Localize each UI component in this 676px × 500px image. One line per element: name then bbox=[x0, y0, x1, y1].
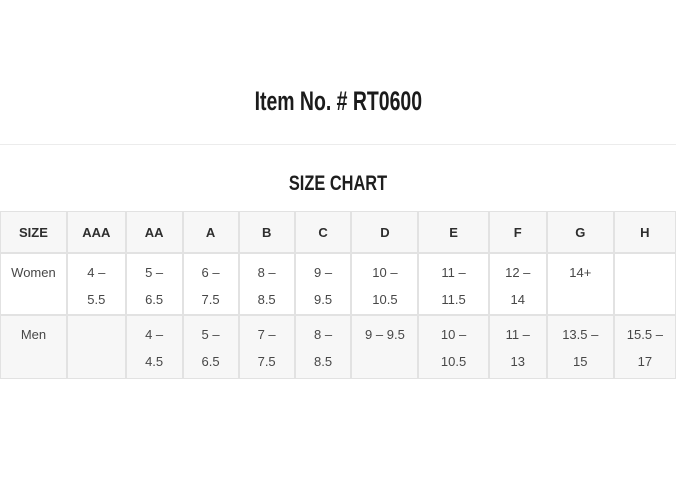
column-header-c: C bbox=[294, 211, 352, 253]
column-header-d: D bbox=[351, 211, 419, 253]
column-header-b: B bbox=[238, 211, 295, 253]
cell-women-b: 8 – 8.5 bbox=[238, 253, 295, 315]
cell-women-g: 14+ bbox=[546, 253, 614, 315]
column-header-f: F bbox=[488, 211, 547, 253]
cell-men-c: 8 – 8.5 bbox=[294, 315, 352, 379]
row-label-men: Men bbox=[0, 315, 67, 379]
column-header-aaa: AAA bbox=[66, 211, 126, 253]
column-header-aa: AA bbox=[125, 211, 183, 253]
table-row-women: Women 4 – 5.5 5 – 6.5 6 – 7.5 8 – 8.5 9 … bbox=[0, 253, 676, 315]
cell-women-aa: 5 – 6.5 bbox=[125, 253, 183, 315]
cell-women-aaa: 4 – 5.5 bbox=[66, 253, 126, 315]
column-header-a: A bbox=[182, 211, 239, 253]
size-chart-title-text: SIZE CHART bbox=[288, 172, 388, 195]
cell-men-aaa bbox=[66, 315, 126, 379]
cell-men-h: 15.5 – 17 bbox=[613, 315, 676, 379]
cell-women-a: 6 – 7.5 bbox=[182, 253, 239, 315]
item-number-text: Item No. # RT0600 bbox=[254, 86, 422, 116]
cell-men-b: 7 – 7.5 bbox=[238, 315, 295, 379]
cell-women-f: 12 – 14 bbox=[488, 253, 547, 315]
section-divider bbox=[0, 144, 676, 145]
cell-women-e: 11 – 11.5 bbox=[418, 253, 489, 315]
column-header-size: SIZE bbox=[0, 211, 67, 253]
cell-men-g: 13.5 – 15 bbox=[546, 315, 614, 379]
cell-women-d: 10 – 10.5 bbox=[351, 253, 419, 315]
cell-men-f: 11 – 13 bbox=[488, 315, 547, 379]
column-header-g: G bbox=[546, 211, 614, 253]
table-row-men: Men 4 – 4.5 5 – 6.5 7 – 7.5 8 – 8.5 9 – … bbox=[0, 315, 676, 379]
cell-women-h bbox=[613, 253, 676, 315]
item-number-title: Item No. # RT0600 bbox=[0, 0, 676, 115]
row-label-women: Women bbox=[0, 253, 67, 315]
cell-men-aa: 4 – 4.5 bbox=[125, 315, 183, 379]
cell-men-e: 10 – 10.5 bbox=[418, 315, 489, 379]
column-header-e: E bbox=[418, 211, 489, 253]
cell-men-d: 9 – 9.5 bbox=[351, 315, 419, 379]
size-chart-title: SIZE CHART bbox=[0, 173, 676, 194]
size-chart-table: SIZE AAA AA A B C D E F G H Women 4 – 5.… bbox=[0, 211, 676, 379]
cell-women-c: 9 – 9.5 bbox=[294, 253, 352, 315]
cell-men-a: 5 – 6.5 bbox=[182, 315, 239, 379]
column-header-h: H bbox=[613, 211, 676, 253]
header-row: SIZE AAA AA A B C D E F G H bbox=[0, 211, 676, 253]
